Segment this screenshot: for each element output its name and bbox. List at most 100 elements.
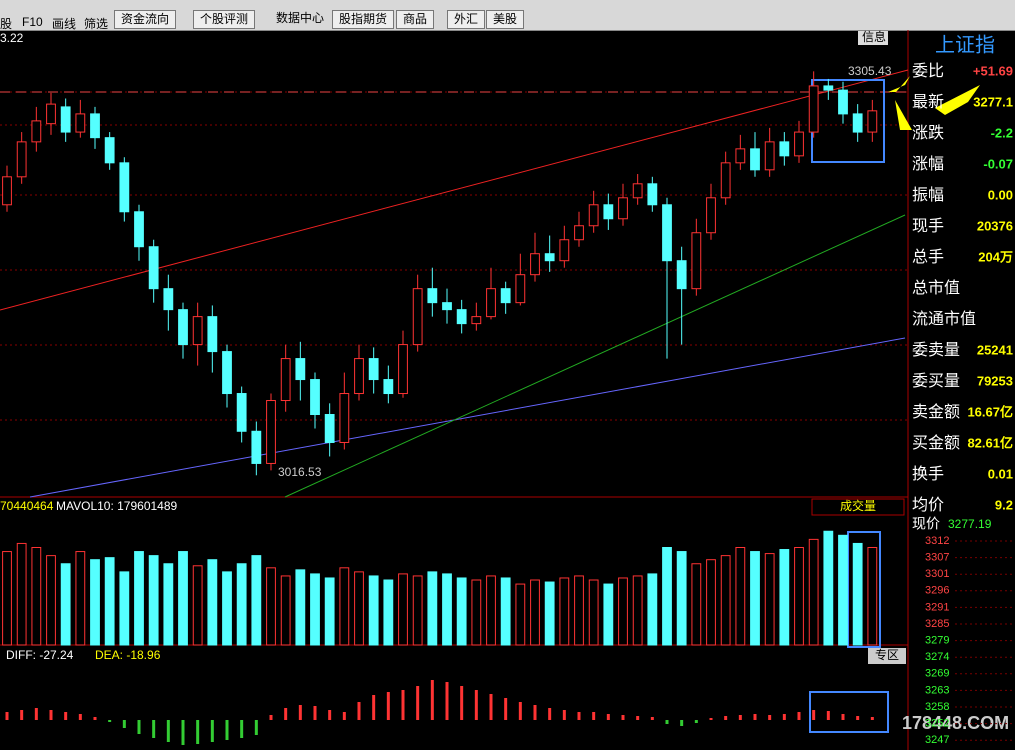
trend-line — [29, 337, 906, 498]
tool[interactable]: 筛选 — [84, 17, 109, 31]
dea-label: DEA: -18.96 — [95, 648, 161, 662]
candle-body — [647, 183, 658, 206]
button[interactable]: 商品 — [396, 10, 435, 29]
candle-body — [383, 379, 394, 395]
panel-label: 委比 — [912, 62, 944, 80]
volume-bar — [676, 551, 687, 646]
volume-bar — [530, 579, 540, 646]
zone-label[interactable]: 专区 — [875, 647, 899, 662]
volume-bar — [559, 577, 570, 646]
candle-body — [456, 309, 467, 325]
volume-bar — [867, 547, 878, 646]
mini-tick-label: 3269 — [925, 668, 949, 680]
candle-body — [266, 400, 276, 464]
candle-body — [764, 141, 775, 171]
panel-value: 20376 — [977, 218, 1013, 233]
volume-bar — [632, 575, 643, 646]
info-label[interactable]: 信息 — [862, 30, 886, 44]
zone-button[interactable] — [868, 648, 906, 664]
panel-value: 25241 — [977, 342, 1013, 357]
volume-bar — [823, 530, 834, 646]
button[interactable]: 数据中心 — [276, 11, 325, 25]
candle-body — [544, 253, 555, 262]
volume-bar — [720, 555, 731, 646]
candle-body — [236, 393, 247, 432]
panel-label: 卖金额 — [912, 403, 960, 421]
volume-bar — [75, 551, 86, 646]
candle-body — [207, 316, 218, 353]
tool[interactable]: 股 — [0, 17, 13, 31]
candle-body — [632, 183, 643, 199]
volume-bar — [251, 555, 262, 646]
mini-tick-label: 3296 — [925, 585, 949, 597]
tool[interactable]: F10 — [22, 15, 43, 29]
candle-body — [75, 113, 86, 133]
volume-bar — [618, 577, 628, 646]
candle-body — [676, 260, 687, 290]
button[interactable]: 美股 — [486, 10, 525, 29]
candle-body — [192, 316, 203, 346]
candle-body — [486, 288, 496, 318]
volume-bar — [148, 555, 159, 646]
toolbar: 股 F10 画线 筛选 资金流向 个股评测 数据中心 股指期货 商品 外汇 美股 — [0, 0, 1015, 31]
panel-value: +51.69 — [973, 63, 1013, 78]
panel-title: 上证指 — [935, 33, 995, 56]
candle-body — [251, 430, 262, 464]
candle-body — [500, 288, 511, 304]
candle-body — [295, 358, 306, 381]
tool[interactable]: 画线 — [52, 17, 77, 31]
mini-tick-label: 3252 — [925, 718, 949, 730]
volume-bar — [647, 573, 658, 646]
volume-bar — [383, 579, 394, 646]
panel-label: 现手 — [912, 217, 944, 235]
info-button[interactable] — [858, 31, 888, 45]
volume-bar — [339, 567, 350, 646]
volume-bar — [16, 542, 27, 646]
candle-body — [90, 113, 100, 139]
volume-bar — [486, 575, 496, 646]
button[interactable]: 资金流向 — [114, 10, 177, 29]
volume-bar — [662, 547, 672, 646]
candle-body — [515, 274, 526, 304]
price-value: 3277.19 — [948, 517, 992, 531]
candle-body — [574, 225, 584, 241]
volume-bar — [471, 579, 482, 646]
volume-title[interactable]: 成交量 — [840, 498, 876, 513]
candle-body — [31, 120, 42, 143]
arrow — [888, 76, 910, 92]
button[interactable]: 个股评测 — [193, 10, 256, 29]
panel-label: 总市值 — [912, 279, 960, 297]
volume-bar — [266, 567, 276, 646]
panel-label: 最新 — [912, 93, 944, 111]
candle-body — [339, 393, 350, 443]
volume-bar — [750, 551, 760, 646]
candle-body — [852, 113, 863, 133]
candle-body — [412, 288, 423, 346]
volume-bar — [427, 571, 438, 646]
candle-body — [427, 288, 438, 304]
indicator-select[interactable] — [811, 498, 905, 516]
volume-bar — [280, 575, 291, 646]
panel-label: 流通市值 — [912, 310, 976, 328]
button[interactable]: 股指期货 — [332, 10, 395, 29]
mini-tick-label: 3279 — [925, 635, 949, 647]
panel-value: 0.01 — [988, 466, 1013, 481]
button[interactable]: 外汇 — [447, 10, 486, 29]
panel-label: 买金额 — [912, 434, 960, 452]
candle-body — [530, 253, 540, 276]
candle-body — [60, 106, 71, 133]
volume-bar — [852, 542, 863, 646]
highlight-box — [847, 531, 881, 648]
candle-body — [324, 414, 335, 443]
mini-tick-label: 3312 — [925, 535, 949, 547]
watermark: 178448.COM — [902, 713, 1009, 733]
volume-bar — [134, 551, 144, 646]
panel-label: 均价 — [912, 496, 944, 514]
candle-body — [823, 85, 834, 91]
trend-line — [0, 69, 909, 311]
volume-bar — [398, 573, 408, 646]
panel-label: 换手 — [912, 465, 944, 483]
candle-body — [280, 358, 291, 402]
volume-bar — [368, 575, 379, 646]
